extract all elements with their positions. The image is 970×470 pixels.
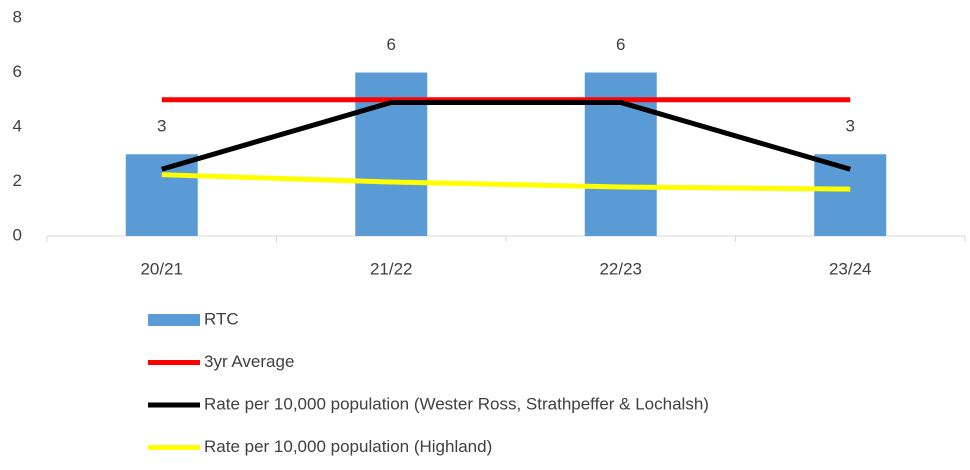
data-label: 6: [387, 35, 396, 54]
bar: [125, 154, 198, 236]
legend-label: RTC: [204, 309, 239, 328]
data-label: 3: [846, 117, 855, 136]
legend-label: Rate per 10,000 population (Highland): [204, 437, 492, 456]
legend-label: 3yr Average: [204, 352, 294, 371]
line: [161, 172, 851, 192]
line: [161, 99, 851, 172]
x-tick-label: 20/21: [140, 259, 183, 278]
y-tick-label: 4: [13, 116, 22, 135]
data-label: 3: [157, 117, 166, 136]
y-tick-label: 6: [13, 62, 22, 81]
bar: [814, 154, 887, 236]
x-tick-label: 21/22: [370, 259, 413, 278]
legend-swatch: [148, 314, 200, 326]
y-tick-label: 0: [13, 225, 22, 244]
x-tick-label: 23/24: [829, 259, 872, 278]
bar: [355, 72, 428, 236]
x-tick-label: 22/23: [599, 259, 642, 278]
bar: [584, 72, 657, 236]
y-tick-label: 8: [13, 7, 22, 26]
y-tick-label: 2: [13, 171, 22, 190]
data-label: 6: [616, 35, 625, 54]
legend-label: Rate per 10,000 population (Wester Ross,…: [204, 394, 709, 413]
